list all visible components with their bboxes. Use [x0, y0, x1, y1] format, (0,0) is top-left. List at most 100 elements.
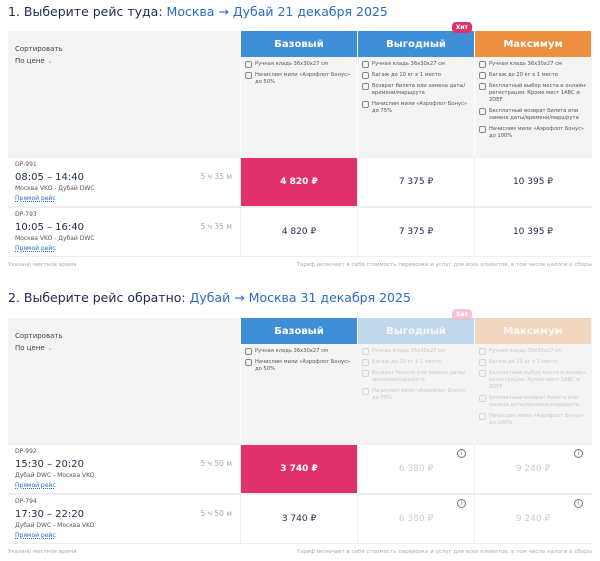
fare-feature: Начислим мили «Аэрофлот Бонус» до 100%	[479, 126, 587, 140]
direct-flight-link[interactable]: Прямой рейс	[15, 532, 56, 539]
sort-control: Сортировать По цене ⌄	[8, 318, 240, 444]
step-label: 1. Выберите рейс туда:	[8, 4, 163, 19]
fare-column-1[interactable]: Выгодный Хит Ручная кладь 36x30x27 см Багаж…	[357, 309, 474, 444]
price-cell[interactable]: 4 820 ₽	[240, 208, 357, 256]
fare-feature: Бесплатный выбор места и онлайн-регистра…	[479, 83, 587, 104]
hit-badge: Хит	[451, 22, 472, 33]
feature-text: Ручная кладь 36x30x27 см	[489, 348, 562, 354]
flight-row: DP-992 15:30 – 20:20 Дубай DWC - Москва VK…	[8, 444, 592, 494]
fare-feature: Возврат билета или замена даты/времени/м…	[362, 370, 470, 384]
flight-time: 17:30 – 22:20	[15, 509, 84, 520]
price-cell[interactable]: i 6 380 ₽	[357, 445, 474, 493]
feature-text: Начислим мили «Аэрофлот Бонус» до 50%	[255, 359, 351, 373]
fare-feature: Ручная кладь 36x30x27 см	[479, 61, 587, 68]
price-value: 3 740 ₽	[281, 514, 317, 524]
fare-feature: Багаж до 10 кг x 1 место	[362, 359, 470, 367]
flight-number: DP-992	[15, 448, 37, 455]
feature-text: Ручная кладь 36x30x27 см	[372, 61, 445, 67]
fare-column-1[interactable]: Выгодный Хит Ручная кладь 36x30x27 см Багаж…	[357, 22, 474, 157]
price-cell[interactable]: i 9 240 ₽	[474, 495, 591, 543]
price-cell[interactable]: i 9 240 ₽	[474, 445, 591, 493]
fare-features: Ручная кладь 36x30x27 см Начислим мили «А…	[241, 57, 357, 94]
fare-name: Максимум	[475, 31, 591, 57]
sort-dropdown[interactable]: По цене ⌄	[15, 57, 233, 65]
fare-feature: Ручная кладь 36x30x27 см	[245, 61, 353, 68]
miles-icon	[245, 359, 252, 367]
price-cell[interactable]: 7 375 ₽	[357, 208, 474, 256]
fare-features: Ручная кладь 36x30x27 см Багаж до 10 кг x…	[358, 344, 474, 410]
price-cell[interactable]: 10 395 ₽	[474, 208, 591, 256]
fare-column-0[interactable]: Базовый Ручная кладь 36x30x27 см Начислим …	[240, 318, 357, 444]
price-value: 7 375 ₽	[398, 177, 434, 187]
fare-name: Выгодный	[358, 31, 474, 57]
fare-column-2[interactable]: Максимум Ручная кладь 36x30x27 см Багаж до…	[474, 31, 591, 157]
local-time-note: Указано местное время	[8, 549, 77, 555]
hand-luggage-icon	[479, 348, 486, 355]
hand-luggage-icon	[362, 61, 369, 68]
flight-route: Дубай DWC - Москва VKO	[15, 472, 95, 479]
refund-icon	[479, 108, 486, 116]
direct-flight-link[interactable]: Прямой рейс	[15, 195, 56, 202]
feature-text: Начислим мили «Аэрофлот Бонус» до 75%	[372, 101, 468, 115]
price-cell[interactable]: 3 740 ₽	[240, 495, 357, 543]
fare-feature: Бесплатный возврат билета или замена дат…	[479, 395, 587, 409]
miles-icon	[362, 101, 369, 109]
feature-text: Начислим мили «Аэрофлот Бонус» до 100%	[489, 413, 585, 427]
fare-name: Базовый	[241, 318, 357, 344]
fare-name: Максимум	[475, 318, 591, 344]
fare-header-row: Сортировать По цене ⌄ Базовый Ручная кладь …	[8, 309, 592, 444]
feature-text: Ручная кладь 36x30x27 см	[255, 348, 328, 354]
fare-feature: Начислим мили «Аэрофлот Бонус» до 75%	[362, 388, 470, 402]
sort-dropdown[interactable]: По цене ⌄	[15, 344, 233, 352]
fare-column-2[interactable]: Максимум Ручная кладь 36x30x27 см Багаж до…	[474, 318, 591, 444]
price-value: 6 380 ₽	[398, 514, 434, 524]
info-icon[interactable]: i	[457, 499, 466, 508]
date-link[interactable]: 21 декабря 2025	[277, 4, 388, 19]
seat-icon	[479, 370, 486, 378]
price-cell[interactable]: 10 395 ₽	[474, 158, 591, 206]
feature-text: Бесплатный возврат билета или замена дат…	[489, 395, 579, 409]
feature-text: Багаж до 20 кг x 1 место	[489, 359, 558, 366]
baggage-icon	[479, 72, 486, 80]
fare-feature: Начислим мили «Аэрофлот Бонус» до 100%	[479, 413, 587, 427]
flight-time: 15:30 – 20:20	[15, 459, 84, 470]
hand-luggage-icon	[245, 61, 252, 68]
sort-label: Сортировать	[15, 45, 63, 53]
direct-flight-link[interactable]: Прямой рейс	[15, 245, 56, 252]
feature-text: Ручная кладь 36x30x27 см	[255, 61, 328, 67]
fare-feature: Ручная кладь 36x30x27 см	[362, 348, 470, 355]
flight-number: DP-991	[15, 161, 37, 168]
feature-text: Возврат билета или замена даты/времени/м…	[372, 83, 466, 97]
flight-info: DP-992 15:30 – 20:20 Дубай DWC - Москва VK…	[8, 445, 240, 493]
fare-features: Ручная кладь 36x30x27 см Багаж до 20 кг x…	[475, 57, 591, 148]
price-cell[interactable]: 7 375 ₽	[357, 158, 474, 206]
fare-feature: Начислим мили «Аэрофлот Бонус» до 50%	[245, 72, 353, 86]
miles-icon	[479, 413, 486, 421]
price-value: 9 240 ₽	[515, 514, 551, 524]
sort-label: Сортировать	[15, 332, 63, 340]
route-link[interactable]: Дубай → Москва	[189, 290, 297, 305]
info-icon[interactable]: i	[574, 449, 583, 458]
miles-icon	[362, 388, 369, 396]
fare-feature: Ручная кладь 36x30x27 см	[362, 61, 470, 68]
fare-feature: Бесплатный возврат билета или замена дат…	[479, 108, 587, 122]
direct-flight-link[interactable]: Прямой рейс	[15, 482, 56, 489]
hand-luggage-icon	[245, 348, 252, 355]
info-icon[interactable]: i	[457, 449, 466, 458]
date-link[interactable]: 31 декабря 2025	[300, 290, 411, 305]
feature-text: Багаж до 20 кг x 1 место	[489, 72, 558, 79]
fare-feature: Возврат билета или замена даты/времени/м…	[362, 83, 470, 97]
fare-feature: Ручная кладь 36x30x27 см	[245, 348, 353, 355]
tariff-note: Тариф включает в себя стоимость перевозк…	[296, 262, 592, 268]
route-link[interactable]: Москва → Дубай	[166, 4, 274, 19]
price-cell[interactable]: 4 820 ₽	[240, 158, 357, 206]
price-cell[interactable]: 3 740 ₽	[240, 445, 357, 493]
fare-column-0[interactable]: Базовый Ручная кладь 36x30x27 см Начислим …	[240, 31, 357, 157]
flight-info: DP-793 10:05 – 16:40 Москва VKO - Дубай DW…	[8, 208, 240, 256]
flight-number: DP-793	[15, 211, 37, 218]
flight-info: DP-794 17:30 – 22:20 Дубай DWC - Москва VK…	[8, 495, 240, 543]
baggage-icon	[362, 359, 369, 367]
price-cell[interactable]: i 6 380 ₽	[357, 495, 474, 543]
fare-feature: Багаж до 10 кг x 1 место	[362, 72, 470, 80]
info-icon[interactable]: i	[574, 499, 583, 508]
